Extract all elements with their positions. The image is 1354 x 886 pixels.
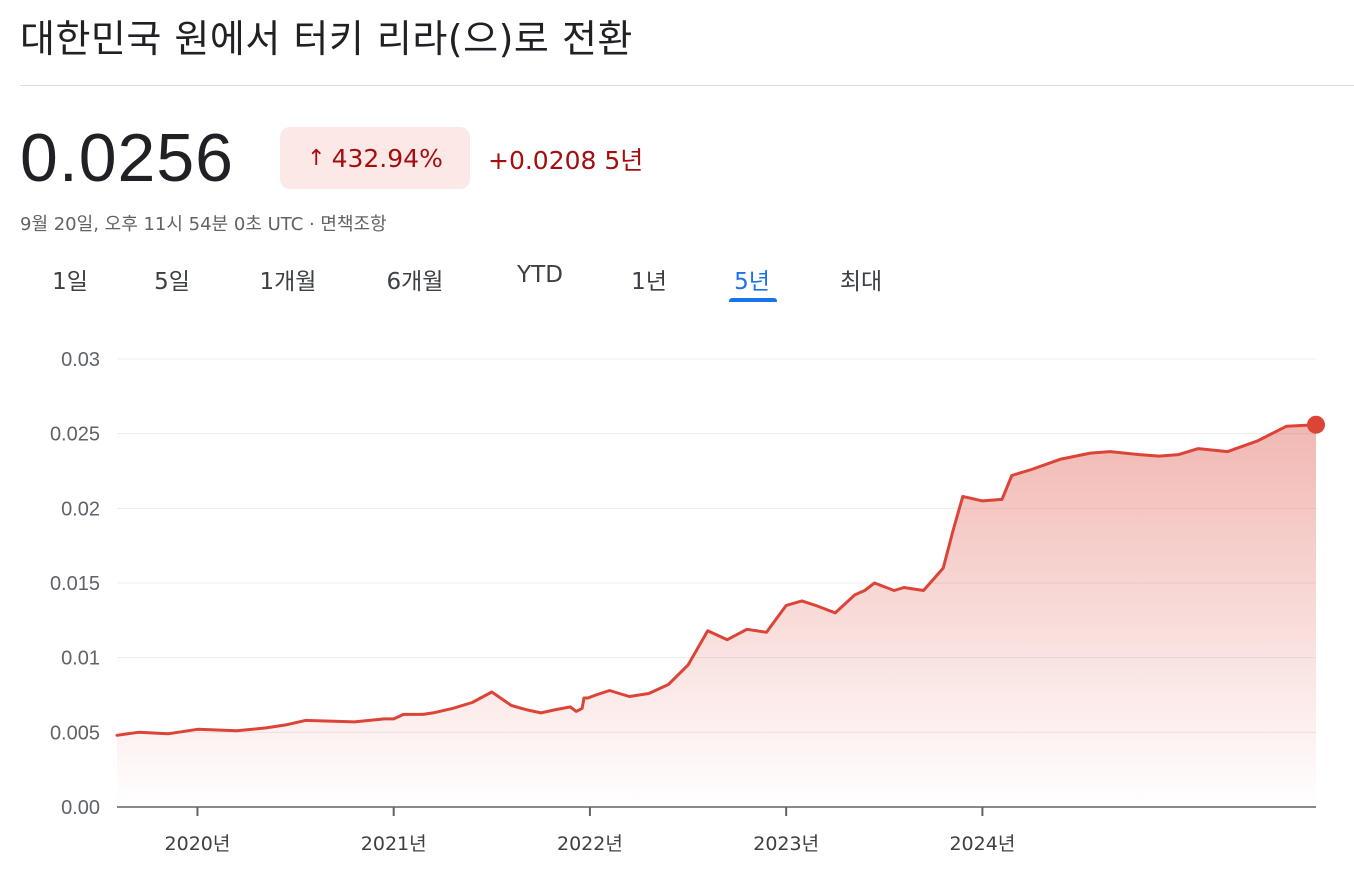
tab-5y[interactable]: 5년 [734,269,770,295]
header-divider [20,85,1354,86]
timestamp-disclaimer[interactable]: 9월 20일, 오후 11시 54분 0초 UTC · 면책조항 [20,214,387,235]
y-axis-ticks: 0.03 0.025 0.02 0.015 0.01 0.005 0.00 [50,349,100,819]
y-tick-label: 0.01 [61,648,100,670]
tab-ytd[interactable]: YTD [517,262,563,288]
y-tick-label: 0.00 [61,797,100,819]
absolute-change-value: +0.0208 [488,146,597,175]
y-tick-label: 0.02 [61,498,100,520]
x-tick-label: 2024년 [949,833,1015,855]
x-tick-label: 2020년 [165,833,231,855]
current-rate: 0.0256 [20,120,234,196]
arrow-up-icon: ↑ [307,145,326,171]
percent-change-badge: ↑ 432.94% [280,127,470,189]
tab-5d[interactable]: 5일 [154,269,190,295]
absolute-change: +0.0208 5년 [488,141,643,177]
x-tick-label: 2021년 [361,833,427,855]
tab-1d[interactable]: 1일 [52,269,88,295]
active-tab-indicator [729,298,777,302]
y-tick-label: 0.03 [61,349,100,371]
x-tick-label: 2023년 [753,833,819,855]
page-title: 대한민국 원에서 터키 리라(으)로 전환 [20,17,633,61]
series-line [115,423,1318,737]
tab-1m[interactable]: 1개월 [259,269,317,295]
latest-value-dot[interactable] [1307,415,1325,434]
tab-1y[interactable]: 1년 [631,269,667,295]
y-tick-label: 0.015 [50,573,100,595]
y-tick-label: 0.025 [50,424,100,446]
tab-6m[interactable]: 6개월 [386,269,444,295]
x-axis-ticks: 2020년 2021년 2022년 2023년 2024년 [165,807,1015,855]
range-tabs: 1일 5일 1개월 6개월 YTD 1년 5년 최대 [0,260,1354,310]
x-tick-label: 2022년 [557,833,623,855]
change-period: 5년 [604,146,644,175]
y-tick-label: 0.005 [50,722,100,744]
tab-max[interactable]: 최대 [839,269,883,295]
percent-change-value: 432.94% [331,143,443,173]
series-area [117,424,1316,807]
